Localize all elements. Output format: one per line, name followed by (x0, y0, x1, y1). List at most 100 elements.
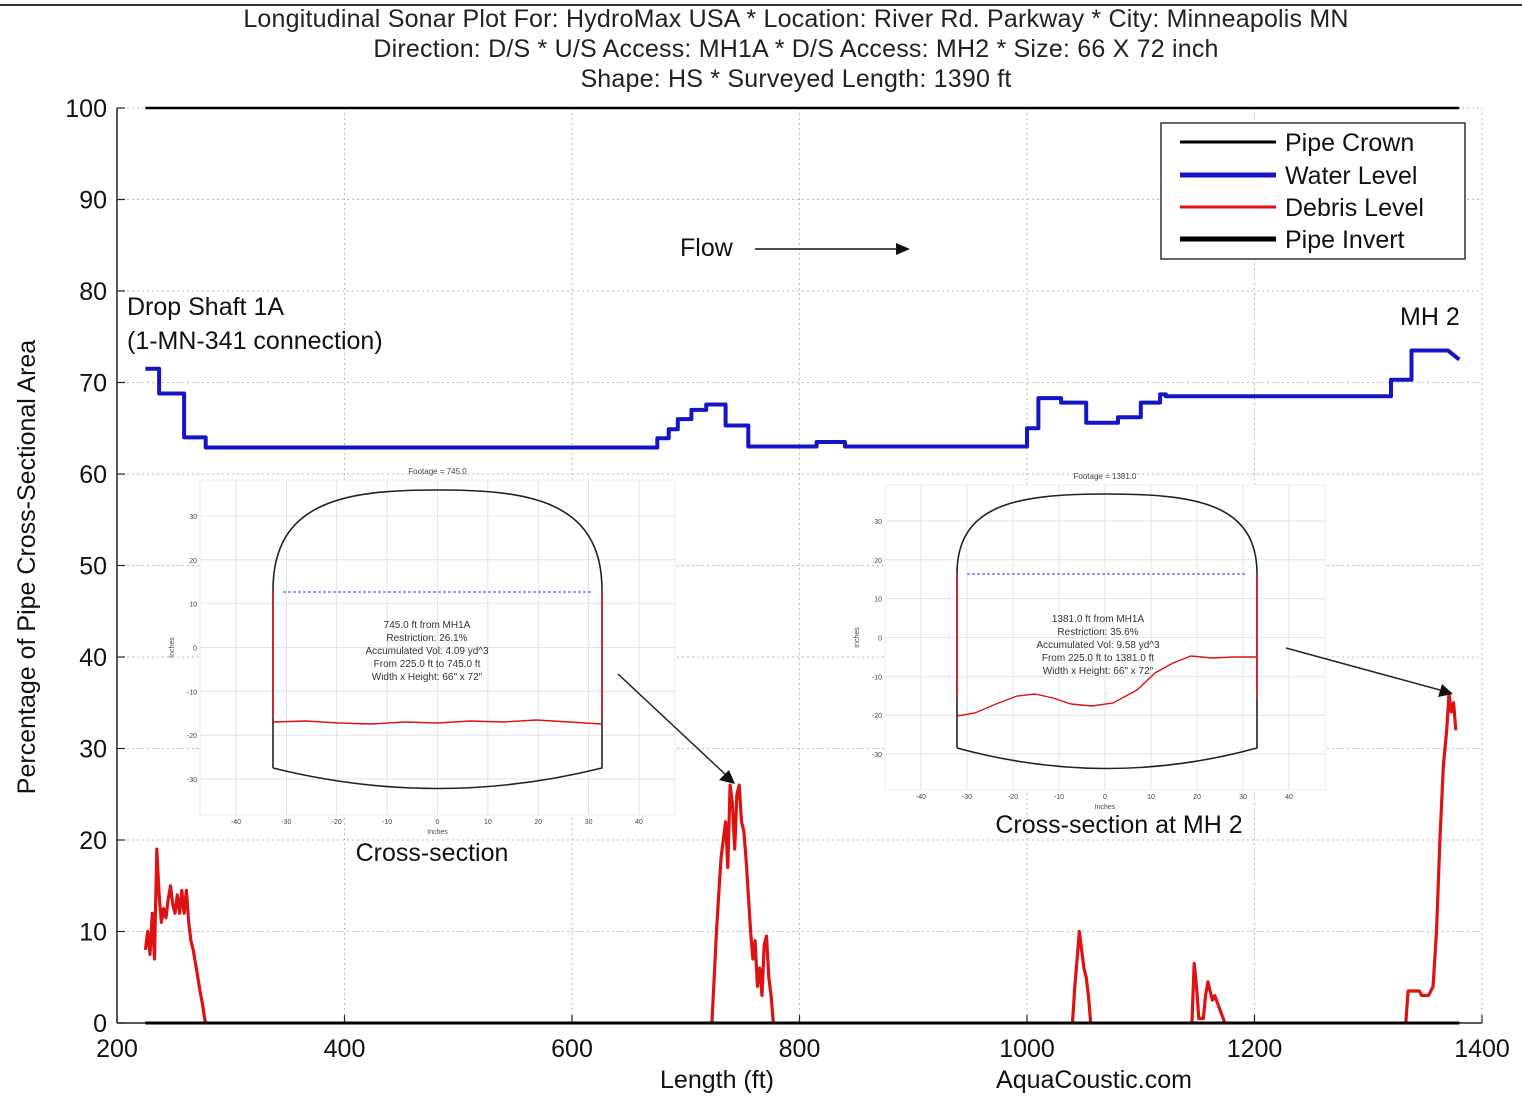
legend-label-water-level: Water Level (1285, 162, 1417, 190)
series-line-debris-level (1404, 691, 1458, 1024)
inset-info-line: Accumulated Vol: 4.09 yd^3 (365, 646, 489, 657)
inset-x-tick-label: -40 (916, 794, 926, 801)
mh2-label: MH 2 (1400, 303, 1460, 331)
y-tick-label: 90 (79, 187, 107, 215)
y-tick-label: 20 (79, 827, 107, 855)
legend-box (1160, 122, 1466, 260)
inset-x-tick-label: 20 (534, 819, 542, 826)
inset-y-tick-label: 10 (874, 597, 882, 604)
inset-info-line: Width x Height: 66" x 72" (1043, 666, 1154, 677)
y-tick-label: 60 (79, 461, 107, 489)
inset-cross-section-2: Footage = 1381.0 -40 -30 -20 -10 0 10 20 30 40 30 2… (854, 472, 1326, 811)
inset-x-tick-label: -40 (231, 819, 241, 826)
series-line-debris-level (143, 847, 208, 1024)
x-tick-label: 1000 (999, 1035, 1055, 1063)
inset-1-caption: Cross-section (356, 839, 509, 867)
inset-debris-profile (956, 655, 1257, 717)
y-tick-label: 50 (79, 553, 107, 581)
x-tick-label: 600 (551, 1035, 593, 1063)
callout-arrow-1 (617, 673, 727, 776)
top-border (0, 4, 1522, 6)
inset-x-tick-label: 20 (1193, 794, 1201, 801)
x-tick-label: 1400 (1454, 1035, 1510, 1063)
inset-title: Footage = 745.0 (408, 467, 467, 476)
inset-x-tick-label: 0 (1103, 794, 1107, 801)
inset-x-tick-label: 40 (635, 819, 643, 826)
series-line-debris-level (710, 783, 775, 1024)
title-line-3: Shape: HS * Surveyed Length: 1390 ft (580, 65, 1012, 93)
inset-y-tick-label: -10 (872, 674, 882, 681)
y-tick-label: 100 (65, 95, 107, 123)
inset-y-tick-label: -10 (187, 689, 197, 696)
inset-y-tick-label: 10 (189, 602, 197, 609)
inset-y-tick-label: 30 (189, 514, 197, 521)
drop-shaft-label-1: Drop Shaft 1A (127, 293, 284, 321)
y-tick-label: 70 (79, 370, 107, 398)
series-line-debris-level (1190, 961, 1227, 1024)
inset-2-caption: Cross-section at MH 2 (995, 811, 1242, 839)
inset-x-label: Inches (1095, 804, 1116, 811)
y-tick-label: 30 (79, 736, 107, 764)
inset-info-line: 1381.0 ft from MH1A (1052, 614, 1145, 625)
inset-layer: Footage = 745.0 -40 -30 -20 -10 0 10 20 30 40 30 20… (169, 467, 1326, 836)
y-tick-label: 80 (79, 278, 107, 306)
flow-arrow-head (896, 243, 910, 255)
x-tick-label: 1200 (1227, 1035, 1283, 1063)
inset-info-line: From 225.0 ft to 745.0 ft (374, 659, 481, 670)
x-axis-label: Length (ft) (660, 1066, 774, 1094)
inset-x-tick-label: 30 (585, 819, 593, 826)
title-line-1: Longitudinal Sonar Plot For: HydroMax US… (243, 5, 1349, 33)
legend: Pipe Crown Water Level Debris Level Pipe… (1160, 122, 1466, 260)
series-line-debris-level (1070, 929, 1093, 1024)
inset-y-label: Inches (169, 637, 176, 658)
inset-y-tick-label: 20 (189, 558, 197, 565)
inset-title: Footage = 1381.0 (1074, 472, 1137, 481)
drop-shaft-label-2: (1-MN-341 connection) (127, 327, 383, 355)
inset-x-tick-label: -20 (332, 819, 342, 826)
inset-x-tick-label: -10 (1054, 794, 1064, 801)
legend-label-pipe-invert: Pipe Invert (1285, 226, 1405, 254)
inset-x-tick-label: 10 (484, 819, 492, 826)
x-tick-label: 800 (779, 1035, 821, 1063)
inset-x-tick-label: 40 (1285, 794, 1293, 801)
inset-y-tick-label: 30 (874, 519, 882, 526)
inset-info-line: Restriction: 26.1% (386, 633, 467, 644)
callout-arrow-2 (1285, 647, 1441, 691)
inset-y-tick-label: -20 (187, 733, 197, 740)
legend-label-debris-level: Debris Level (1285, 194, 1424, 222)
inset-pipe-outline (956, 493, 1258, 770)
inset-info-line: Accumulated Vol: 9.58 yd^3 (1036, 640, 1160, 651)
inset-x-tick-label: -10 (382, 819, 392, 826)
title-line-2: Direction: D/S * U/S Access: MH1A * D/S … (373, 35, 1219, 63)
inset-info-line: Restriction: 35.6% (1057, 627, 1138, 638)
series-layer (143, 106, 1461, 1025)
y-axis-label: Percentage of Pipe Cross-Sectional Area (13, 340, 41, 795)
inset-x-tick-label: 10 (1147, 794, 1155, 801)
inset-x-tick-label: 30 (1239, 794, 1247, 801)
inset-info-line: From 225.0 ft to 1381.0 ft (1042, 653, 1155, 664)
inset-y-label: Inches (854, 627, 861, 648)
x-tick-label: 400 (324, 1035, 366, 1063)
inset-x-tick-label: 0 (436, 819, 440, 826)
callout-arrow-2-head (1438, 684, 1453, 697)
x-tick-label: 200 (96, 1035, 138, 1063)
inset-y-tick-label: -30 (872, 752, 882, 759)
inset-debris-profile (272, 719, 603, 725)
inset-x-label: Inches (427, 829, 448, 836)
inset-y-tick-label: -20 (872, 713, 882, 720)
inset-x-tick-label: -30 (281, 819, 291, 826)
legend-label-pipe-crown: Pipe Crown (1285, 129, 1414, 157)
inset-y-tick-label: 0 (193, 646, 197, 653)
inset-info-line: 745.0 ft from MH1A (384, 620, 471, 631)
watermark-label: AquaCoustic.com (996, 1066, 1192, 1094)
inset-x-tick-label: -20 (1008, 794, 1018, 801)
inset-info-line: Width x Height: 66" x 72" (372, 672, 483, 683)
inset-y-tick-label: 20 (874, 558, 882, 565)
y-tick-label: 10 (79, 919, 107, 947)
inset-y-tick-label: -30 (187, 777, 197, 784)
inset-y-tick-label: 0 (878, 636, 882, 643)
y-tick-label: 40 (79, 644, 107, 672)
y-tick-label: 0 (93, 1010, 107, 1038)
flow-label: Flow (680, 234, 734, 262)
